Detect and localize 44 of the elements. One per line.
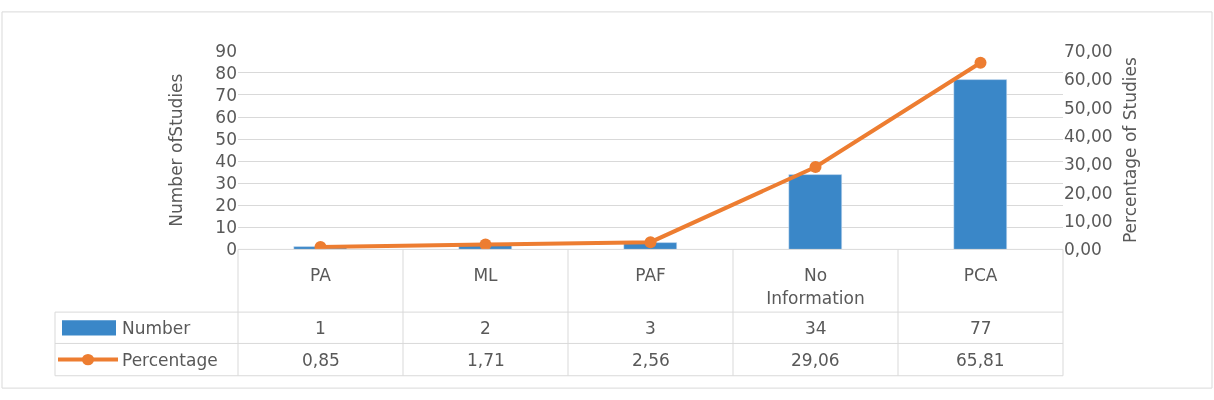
y2-tick-label: 30,00 [1064, 154, 1113, 175]
y2-tick-label: 0,00 [1064, 239, 1102, 260]
data-label: 2,56 [632, 350, 670, 370]
point [809, 160, 822, 173]
y-tick-label: 90 [215, 40, 237, 61]
y-tick-label: 40 [215, 151, 237, 172]
point [314, 240, 327, 250]
point [974, 56, 987, 69]
x-tick-label: PCA [963, 265, 998, 286]
data-label: 0,85 [302, 350, 340, 370]
x-tick-label: No Information [766, 265, 865, 308]
point [479, 238, 492, 250]
data-label: 77 [970, 318, 992, 338]
y2-tick-label: 70,00 [1064, 40, 1113, 61]
y-tick-label: 80 [215, 62, 237, 83]
legend-label: Percentage [122, 350, 218, 370]
x-tick-label: ML [473, 265, 499, 286]
y-tick-label: 20 [215, 195, 237, 216]
y-tick-label: 30 [215, 173, 237, 194]
data-label: 3 [645, 318, 656, 338]
y-tick-label: 70 [215, 84, 237, 105]
y2-tick-label: 20,00 [1064, 182, 1113, 203]
y2-axis-title: Percentage of Studies [1120, 57, 1141, 244]
data-label: 65,81 [956, 350, 1005, 370]
data-label: 1,71 [467, 350, 505, 370]
y-axis-title: Number ofStudies [165, 73, 186, 227]
data-label: 2 [480, 318, 491, 338]
x-tick-label: PAF [635, 265, 666, 286]
data-label: 29,06 [791, 350, 840, 370]
y-tick-label: 0 [226, 239, 237, 260]
y-tick-label: 50 [215, 129, 237, 150]
data-label: 1 [315, 318, 326, 338]
y2-tick-label: 50,00 [1064, 97, 1113, 118]
point [644, 236, 657, 249]
y-tick-label: 60 [215, 106, 237, 127]
bar [953, 79, 1007, 250]
data-label: 34 [805, 318, 827, 338]
x-tick-label: PA [310, 265, 332, 286]
bar [788, 174, 842, 250]
y-tick-label: 10 [215, 217, 237, 238]
y2-tick-label: 40,00 [1064, 125, 1113, 146]
y2-tick-label: 60,00 [1064, 69, 1113, 90]
legend-label: Number [122, 318, 191, 338]
y2-tick-label: 10,00 [1064, 210, 1113, 231]
